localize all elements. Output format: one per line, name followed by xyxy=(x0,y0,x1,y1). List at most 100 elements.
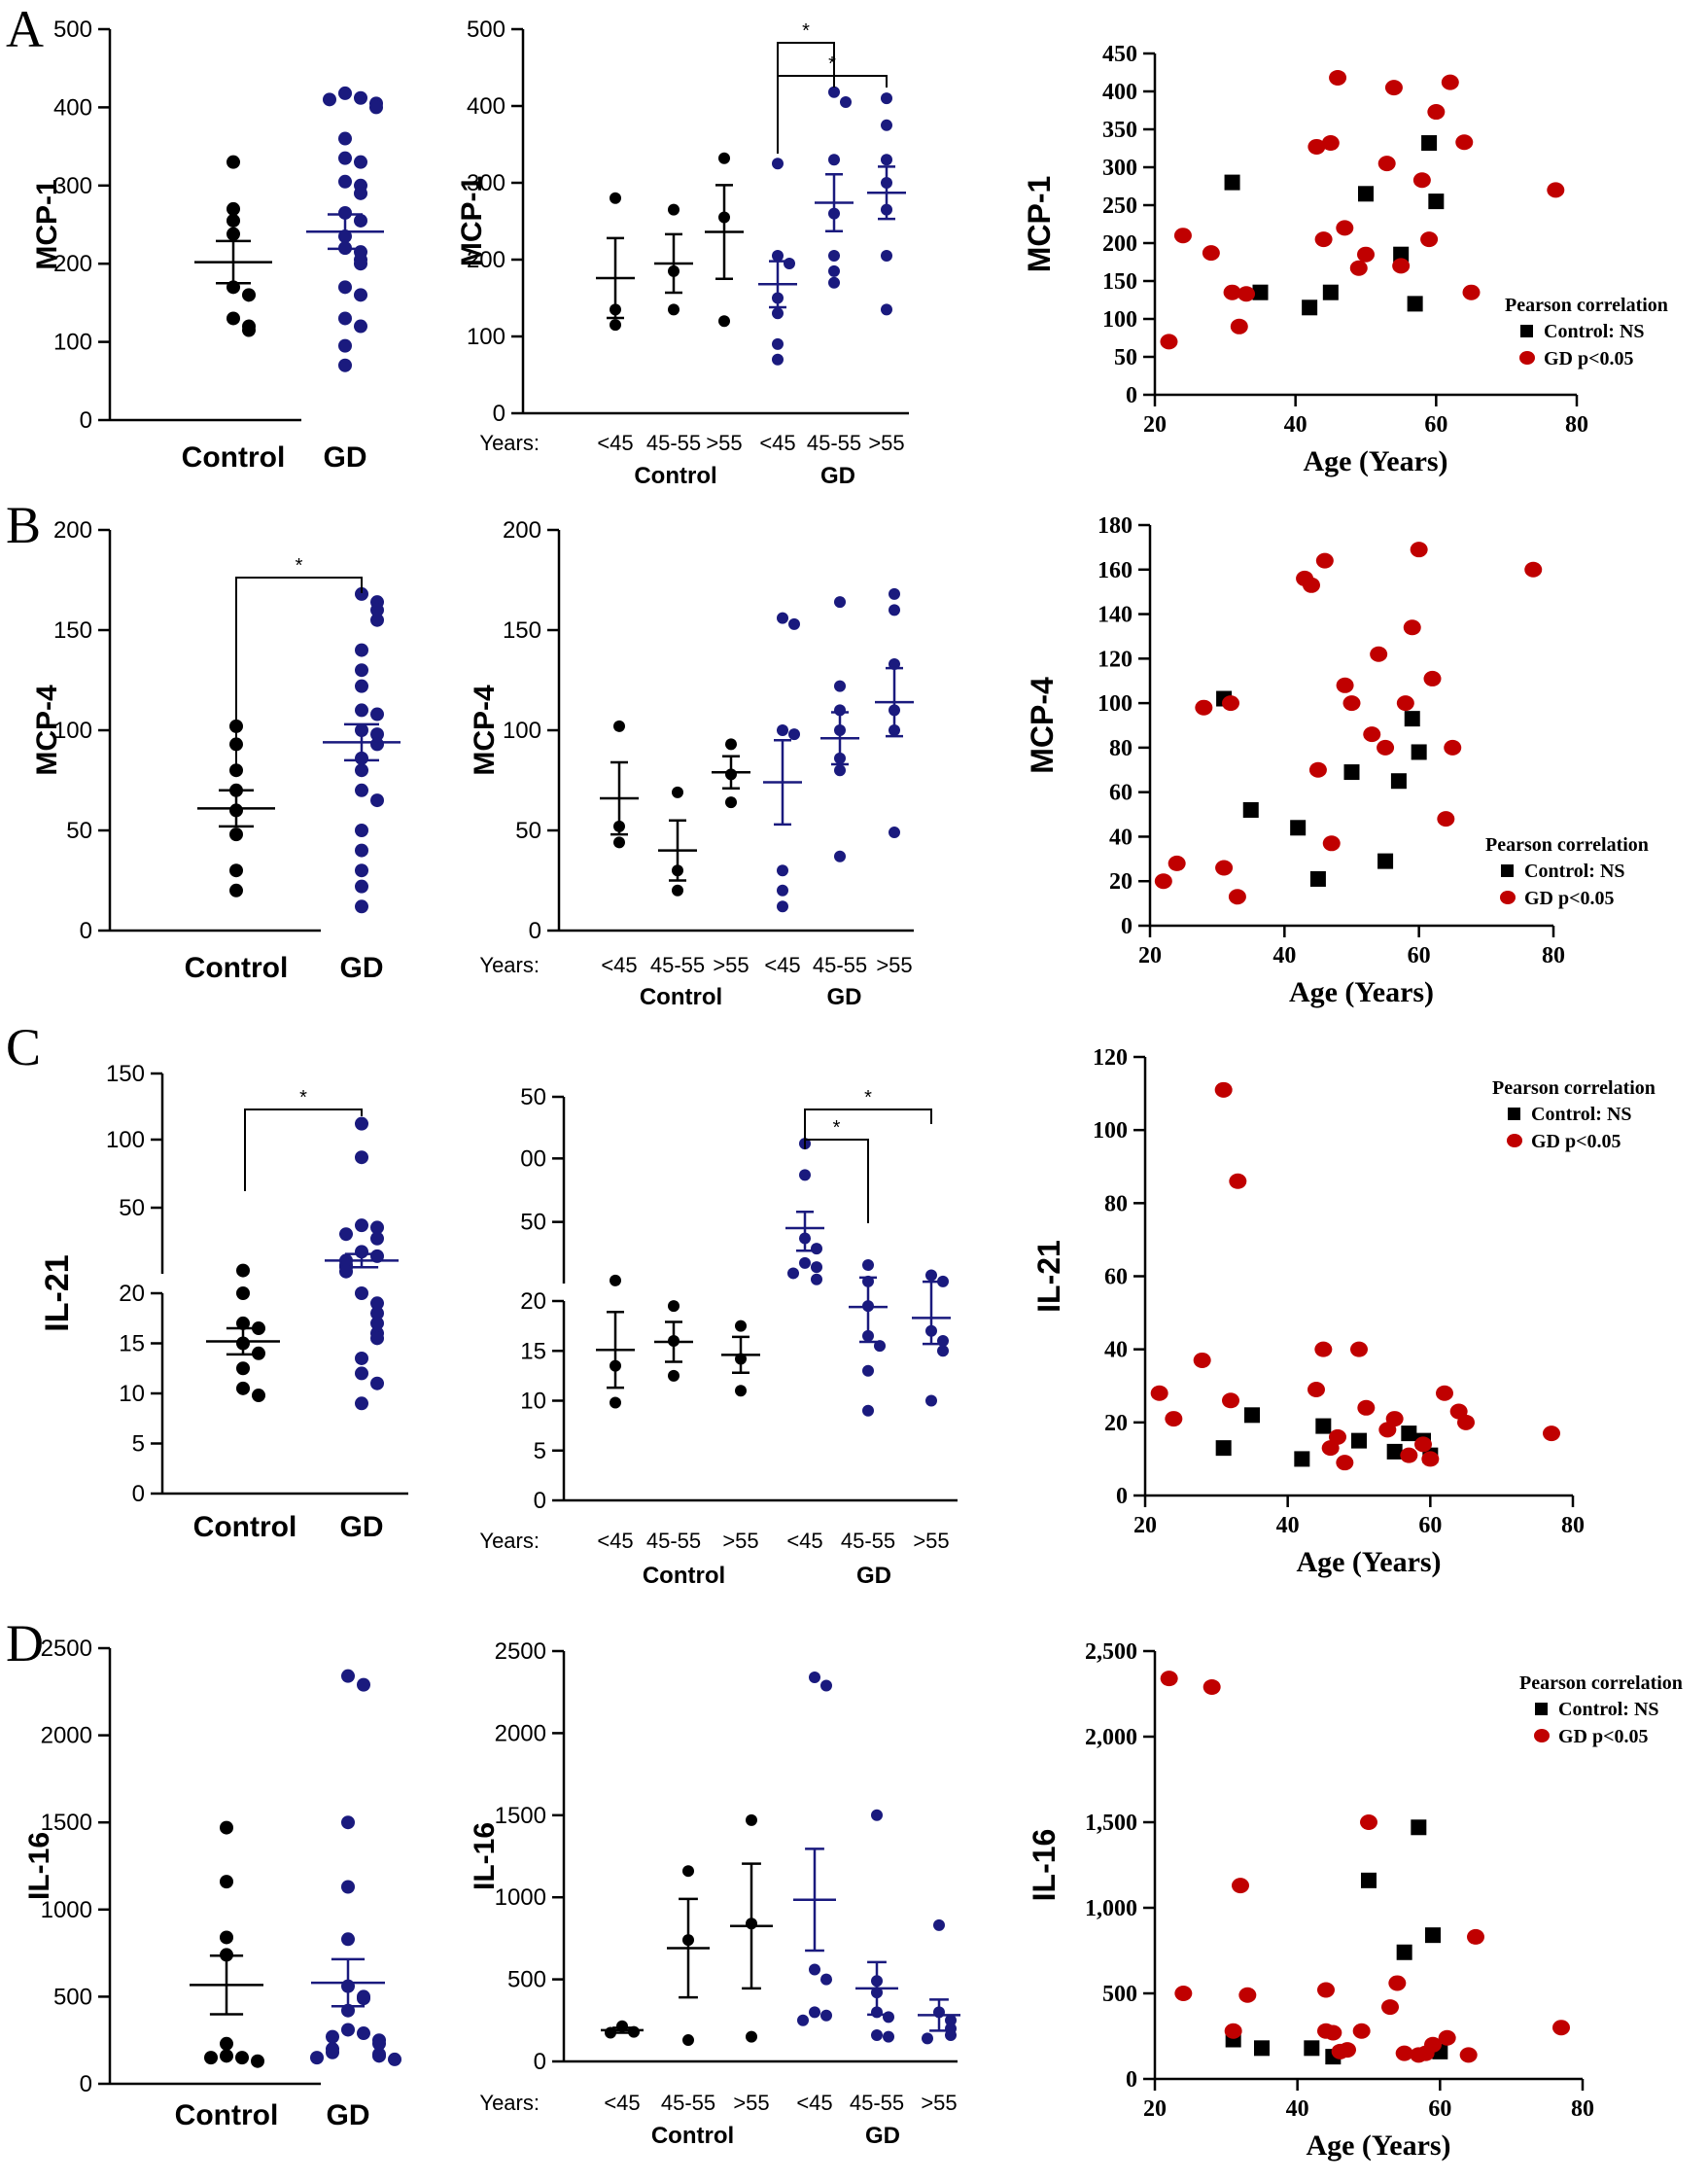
A2-age-category: <45 xyxy=(597,431,633,455)
B3-gd-point xyxy=(1336,677,1354,693)
A2-y-tick-label: 300 xyxy=(467,170,505,196)
D3-gd-point xyxy=(1381,1999,1399,2016)
B2-age-category: >55 xyxy=(713,953,749,977)
B3-gd-point xyxy=(1403,619,1421,636)
D2-data-point xyxy=(809,1672,820,1684)
B3-gd-point xyxy=(1308,761,1327,778)
C3-y-tick-label: 120 xyxy=(1093,1045,1128,1071)
A3-legend-control-marker xyxy=(1520,325,1533,337)
C1-data-point xyxy=(370,1331,384,1346)
A1-data-point xyxy=(338,151,352,165)
A3-gd-point xyxy=(1314,231,1333,248)
D3-legend-gd-marker xyxy=(1534,1729,1550,1742)
A3-y-tick-label: 0 xyxy=(1126,383,1137,408)
A1-data-point xyxy=(227,155,240,169)
C2-sig-1-bracket xyxy=(804,1139,869,1223)
panel-letters: A B C D xyxy=(6,0,44,1672)
A1-data-point xyxy=(338,311,352,326)
B3-gd-point xyxy=(1315,552,1334,569)
D1-data-point xyxy=(341,1932,355,1947)
B3-legend-gd: GD p<0.05 xyxy=(1524,888,1615,909)
B2-data-point xyxy=(613,836,625,849)
A3-y-tick-label: 300 xyxy=(1102,156,1137,181)
B1-data-point xyxy=(355,783,368,797)
C3-gd-point xyxy=(1150,1385,1168,1401)
B2-data-point xyxy=(834,680,846,692)
D1-data-point xyxy=(357,1991,370,2006)
B3-gd-point xyxy=(1444,739,1462,756)
C1-data-point xyxy=(370,1306,384,1320)
B2-y-tick-label: 150 xyxy=(503,617,541,644)
C2-y-tick-label: 0 xyxy=(534,1488,546,1514)
A3-gd-point xyxy=(1223,284,1241,300)
B3-y-tick-label: 120 xyxy=(1098,647,1133,672)
B3-control-point xyxy=(1309,870,1326,887)
C2-sig-2-bracket xyxy=(804,1109,932,1149)
A3-control-point xyxy=(1407,296,1423,312)
A2-age-category: 45-55 xyxy=(646,431,701,455)
C3-gd-point xyxy=(1436,1385,1453,1401)
B3-x-tick-label: 20 xyxy=(1138,943,1162,968)
A1-data-point xyxy=(354,257,367,271)
D3-x-tick-label: 40 xyxy=(1286,2096,1309,2122)
D3-legend-control: Control: NS xyxy=(1558,1699,1659,1720)
A3-gd-point xyxy=(1462,284,1481,300)
A1-data-point xyxy=(242,288,256,302)
chart-B2: 0 50 100 150 200 MCP-4 Years: <45 45-55 >55 <45 45-… xyxy=(469,517,914,1010)
panel-letter-d: D xyxy=(6,1614,44,1672)
C2-data-point xyxy=(811,1261,822,1274)
D1-data-point xyxy=(220,1875,233,1889)
A2-group-gd: GD xyxy=(820,463,855,489)
C3-gd-point xyxy=(1385,1411,1404,1427)
C3-legend-gd: GD p<0.05 xyxy=(1531,1131,1621,1152)
C2-y-tick-label: 50 xyxy=(520,1210,546,1236)
B1-data-point xyxy=(229,827,243,842)
C1-data-point xyxy=(370,1376,384,1390)
B2-age-category: 45-55 xyxy=(813,953,867,977)
A1-y-label: MCP-1 xyxy=(31,179,63,269)
D3-gd-point xyxy=(1324,2024,1342,2041)
C3-gd-point xyxy=(1543,1425,1560,1442)
B2-data-point xyxy=(725,738,737,751)
D3-gd-point xyxy=(1203,1678,1221,1695)
A2-data-point xyxy=(772,337,784,350)
A1-x-label-gd: GD xyxy=(324,441,367,474)
D3-gd-point xyxy=(1352,2023,1371,2039)
C3-x-tick-label: 60 xyxy=(1418,1513,1442,1538)
C1-data-point xyxy=(236,1263,250,1278)
C1-data-point xyxy=(370,1231,384,1246)
B3-x-label: Age (Years) xyxy=(1289,976,1434,1008)
C2-group-gd: GD xyxy=(856,1563,891,1589)
A3-gd-point xyxy=(1441,74,1459,90)
D3-control-point xyxy=(1396,1944,1412,1960)
B3-y-tick-label: 80 xyxy=(1109,736,1133,761)
D3-gd-point xyxy=(1224,2023,1242,2039)
B1-sig-star: * xyxy=(296,555,303,577)
A3-x-tick-label: 60 xyxy=(1424,412,1447,438)
D2-years-label: Years: xyxy=(479,2091,540,2115)
D1-data-point xyxy=(235,2051,249,2065)
B3-gd-point xyxy=(1222,695,1239,712)
C1-data-point xyxy=(370,1220,384,1235)
D3-legend-title: Pearson correlation xyxy=(1519,1672,1683,1694)
C3-gd-point xyxy=(1214,1081,1233,1098)
B1-data-point xyxy=(229,763,243,778)
A2-data-point xyxy=(828,250,840,263)
A3-legend-title: Pearson correlation xyxy=(1505,295,1668,316)
C3-y-tick-label: 100 xyxy=(1093,1118,1128,1144)
C3-legend-title: Pearson correlation xyxy=(1492,1077,1656,1099)
C3-gd-point xyxy=(1229,1173,1247,1189)
A2-data-point xyxy=(772,158,784,170)
B1-data-point xyxy=(355,643,368,657)
B3-y-tick-label: 40 xyxy=(1109,825,1133,850)
C3-control-point xyxy=(1294,1451,1310,1467)
A3-gd-point xyxy=(1160,334,1178,350)
C2-data-point xyxy=(668,1369,680,1382)
A3-y-tick-label: 450 xyxy=(1102,42,1137,67)
C1-y-tick-label: 100 xyxy=(106,1127,145,1153)
B1-y-tick-label: 100 xyxy=(53,718,92,744)
D1-y-tick-label: 1500 xyxy=(41,1810,92,1836)
A2-data-point xyxy=(881,92,892,105)
D2-y-tick-label: 0 xyxy=(534,2049,546,2075)
